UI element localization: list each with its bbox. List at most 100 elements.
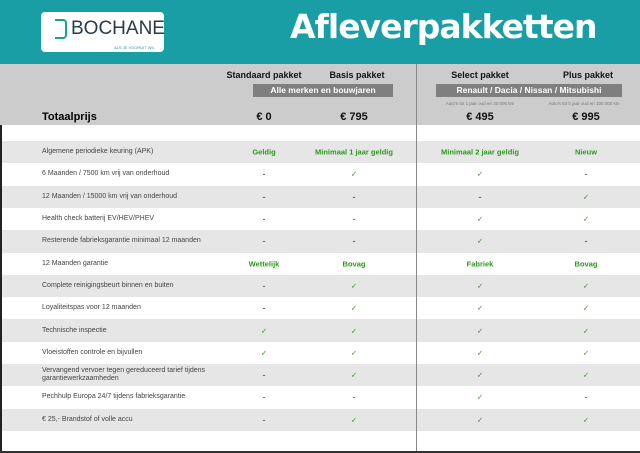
check-icon: ✓ [582, 415, 590, 425]
package-price: € 495 [466, 111, 494, 123]
check-icon: ✓ [476, 169, 484, 179]
column-divider [416, 64, 417, 453]
cart-icon [55, 19, 67, 39]
check-icon: ✓ [260, 326, 268, 336]
table-row: Resterende fabrieksgarantie minimaal 12 … [0, 230, 640, 253]
group-label: Renault / Dacia / Nissan / Mitsubishi [436, 84, 622, 97]
check-icon: ✓ [350, 348, 358, 358]
feature-label: Algemene periodieke keuring (APK) [42, 148, 154, 156]
dash-icon: - [262, 169, 266, 180]
check-icon: ✓ [582, 214, 590, 224]
check-icon: ✓ [476, 348, 484, 358]
feature-label: € 25,- Brandstof of volle accu [42, 415, 133, 423]
check-icon: ✓ [476, 415, 484, 425]
dash-icon: - [262, 214, 266, 225]
cell-value: Bovag [342, 259, 366, 269]
cell-value: Nieuw [574, 147, 598, 157]
check-icon: ✓ [476, 303, 484, 313]
bochane-logo: BOCHANE ALS JE VOORUIT WIL [41, 12, 165, 52]
cell-value: Bovag [574, 259, 598, 269]
dash-icon: - [584, 236, 588, 247]
check-icon: ✓ [476, 392, 484, 402]
feature-label: Technische inspectie [42, 326, 107, 334]
table-row: 12 Maanden garantie Wettelijk Bovag Fabriek… [0, 253, 640, 275]
table-row: Health check batterij EV/HEV/PHEV - - ✓ ✓ [0, 208, 640, 230]
check-icon: ✓ [350, 281, 358, 291]
page-title: Afleverpakketten [290, 7, 597, 46]
table-row: 12 Maanden / 15000 km vrij van onderhoud… [0, 185, 640, 208]
left-border [0, 125, 2, 453]
table-row: 6 Maanden / 7500 km vrij van onderhoud - ✓… [0, 163, 640, 185]
package-name: Select pakket [451, 70, 509, 80]
dash-icon: - [262, 392, 266, 403]
package-note: Auto's tot 5 jaar oud en 100.000 km [548, 101, 620, 106]
check-icon: ✓ [582, 192, 590, 202]
bottom-border [0, 451, 640, 453]
dash-icon: - [352, 392, 356, 403]
package-note: Auto's tot 1 jaar oud en 20.000 km [445, 101, 515, 106]
feature-label: Loyaliteitspas voor 12 maanden [42, 304, 141, 312]
package-price: € 795 [340, 111, 368, 123]
feature-label: Complete reinigingsbeurt binnen en buite… [42, 281, 174, 289]
check-icon: ✓ [476, 236, 484, 246]
check-icon: ✓ [350, 326, 358, 336]
feature-label: Vervangend vervoer tegen gereduceerd tar… [42, 367, 206, 383]
feature-label: 12 Maanden garantie [42, 259, 109, 267]
check-icon: ✓ [476, 214, 484, 224]
feature-label: Health check batterij EV/HEV/PHEV [42, 215, 155, 223]
table-row: Pechhulp Europa 24/7 tijdens fabrieksgar… [0, 386, 640, 408]
feature-label: Resterende fabrieksgarantie minimaal 12 … [42, 237, 201, 245]
feature-label: 12 Maanden / 15000 km vrij van onderhoud [42, 192, 178, 200]
check-icon: ✓ [350, 415, 358, 425]
dash-icon: - [352, 236, 356, 247]
dash-icon: - [584, 169, 588, 180]
logo-name: BOCHANE [71, 18, 165, 39]
table-row: Complete reinigingsbeurt binnen en buite… [0, 274, 640, 298]
feature-label: Pechhulp Europa 24/7 tijdens fabrieksgar… [42, 393, 186, 401]
check-icon: ✓ [350, 370, 358, 380]
package-price: € 995 [572, 111, 600, 123]
dash-icon: - [262, 303, 266, 314]
check-icon: ✓ [476, 281, 484, 291]
table-row: Vervangend vervoer tegen gereduceerd tar… [0, 364, 640, 387]
check-icon: ✓ [582, 281, 590, 291]
dash-icon: - [478, 191, 482, 202]
feature-label: 6 Maanden / 7500 km vrij van onderhoud [42, 170, 170, 178]
total-label: Totaalprijs [42, 111, 97, 123]
check-icon: ✓ [260, 348, 268, 358]
check-icon: ✓ [350, 303, 358, 313]
cell-value: Minimaal 2 jaar geldig [441, 147, 519, 157]
check-icon: ✓ [476, 326, 484, 336]
feature-label: Vloeistoffen controle en bijvullen [42, 348, 143, 356]
cell-value: Minimaal 1 jaar geldig [315, 147, 393, 157]
dash-icon: - [262, 236, 266, 247]
header-banner: BOCHANE ALS JE VOORUIT WIL Afleverpakket… [0, 0, 640, 64]
cell-value: Geldig [252, 147, 276, 157]
package-name: Basis pakket [329, 70, 385, 80]
check-icon: ✓ [582, 348, 590, 358]
table-row: Technische inspectie ✓ ✓ ✓ ✓ [0, 319, 640, 342]
group-label: Alle merken en bouwjaren [253, 84, 393, 97]
table-row: € 25,- Brandstof of volle accu - ✓ ✓ ✓ [0, 408, 640, 431]
logo-slogan: ALS JE VOORUIT WIL [114, 45, 155, 50]
cell-value: Wettelijk [248, 259, 280, 269]
dash-icon: - [262, 191, 266, 202]
dash-icon: - [352, 214, 356, 225]
package-name: Standaard pakket [226, 70, 302, 80]
cell-value: Fabriek [466, 259, 494, 269]
dash-icon: - [352, 191, 356, 202]
dash-icon: - [262, 370, 266, 381]
check-icon: ✓ [350, 169, 358, 179]
check-icon: ✓ [582, 326, 590, 336]
table-row: Vloeistoffen controle en bijvullen ✓ ✓ ✓ ✓ [0, 342, 640, 364]
table-row: Loyaliteitspas voor 12 maanden - ✓ ✓ ✓ [0, 297, 640, 319]
dash-icon: - [584, 392, 588, 403]
check-icon: ✓ [476, 370, 484, 380]
package-name: Plus pakket [562, 70, 614, 80]
dash-icon: - [262, 280, 266, 291]
check-icon: ✓ [582, 370, 590, 380]
table-row: Algemene periodieke keuring (APK) Geldig M… [0, 141, 640, 164]
check-icon: ✓ [582, 303, 590, 313]
package-price: € 0 [256, 111, 272, 123]
dash-icon: - [262, 414, 266, 425]
